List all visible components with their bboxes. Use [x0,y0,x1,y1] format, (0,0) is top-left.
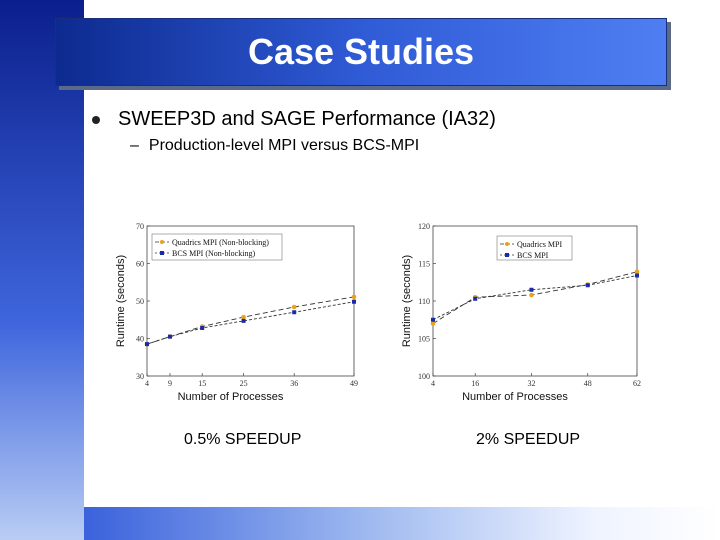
y-tick-label: 100 [418,372,430,381]
x-tick-label: 36 [290,379,298,388]
legend-marker-2 [160,251,164,255]
legend-label-1: Quadrics MPI (Non-blocking) [172,238,269,247]
bullet-dot-icon [92,115,100,124]
data-point-series-1 [351,294,357,300]
x-tick-label: 62 [633,379,641,388]
legend-label-2: BCS MPI [517,251,549,260]
chart-caption-speedup-2: 2% SPEEDUP [476,431,581,448]
y-tick-label: 70 [136,222,144,231]
data-point-series-1 [529,292,534,298]
slide-title: Case Studies [247,31,475,72]
sub-bullet-item: – Production-level MPI versus BCS-MPI [130,137,419,155]
y-tick-label: 120 [418,222,430,231]
data-point-series-1 [241,314,246,320]
x-tick-label: 9 [168,379,172,388]
x-tick-label: 32 [527,379,535,388]
data-point-series-2 [635,273,639,278]
data-point-series-1 [291,304,297,310]
data-point-series-1 [634,269,640,275]
x-tick-label: 15 [198,379,206,388]
data-point-series-1 [430,321,436,326]
y-tick-label: 105 [418,335,430,344]
data-point-series-2 [473,296,478,301]
legend-label-2: BCS MPI (Non-blocking) [172,249,255,258]
series-line-1 [432,271,638,324]
data-point-series-2 [168,334,172,339]
bullet-item: SWEEP3D and SAGE Performance (IA32) [92,108,496,131]
legend-marker-2 [505,253,509,257]
bullet-text: SWEEP3D and SAGE Performance (IA32) [118,108,496,130]
legend-box [496,235,573,261]
x-tick-label: 4 [145,379,149,388]
data-point-series-2 [292,310,297,315]
y-tick-label: 40 [136,335,144,344]
data-point-series-2 [241,318,246,323]
title-banner: Case Studies [55,18,667,86]
legend-label-1: Quadrics MPI [517,240,562,249]
legend-marker-1 [160,240,164,244]
y-tick-label: 30 [136,372,144,381]
y-tick-label: 50 [136,297,144,306]
data-point-series-2 [352,299,356,304]
x-axis-label: Number of Processes [178,391,284,403]
left-decor-bar [0,0,84,540]
data-point-series-2 [145,342,149,347]
y-axis-label: Runtime (seconds) [115,255,127,347]
sub-bullet-text: Production-level MPI versus BCS-MPI [148,137,420,154]
data-point-series-2 [529,287,534,292]
x-axis-label: Number of Processes [462,391,568,403]
y-tick-label: 115 [418,260,430,269]
legend-marker-1 [505,242,509,246]
x-tick-label: 48 [584,379,592,388]
sub-bullet-dash: – [130,137,139,154]
bottom-decor-bar [84,507,720,540]
legend-box [151,233,283,261]
x-tick-label: 4 [431,379,435,388]
x-tick-label: 16 [471,379,479,388]
y-tick-label: 110 [418,297,430,306]
data-point-series-2 [585,283,590,288]
x-tick-label: 49 [350,379,358,388]
x-tick-label: 25 [240,379,248,388]
y-axis-label: Runtime (seconds) [401,255,413,347]
data-point-series-2 [200,326,205,330]
series-line-2 [146,301,355,345]
series-line-2 [432,275,638,321]
y-tick-label: 60 [136,260,144,269]
chart-caption-speedup-1: 0.5% SPEEDUP [184,431,302,448]
data-point-series-2 [431,317,435,322]
